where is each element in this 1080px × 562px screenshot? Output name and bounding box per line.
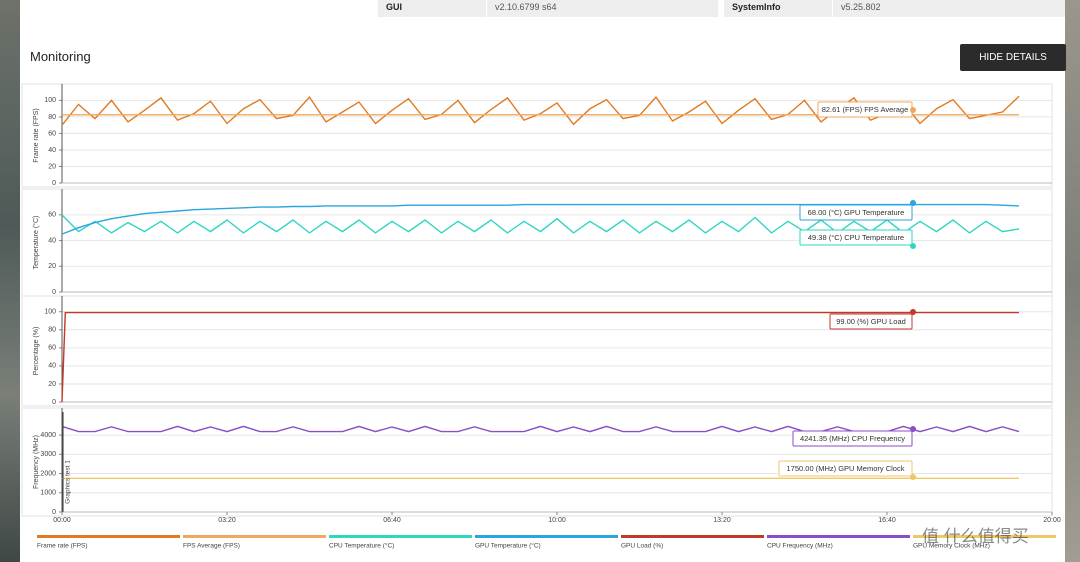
hover-dot bbox=[910, 200, 916, 206]
legend-label: CPU Frequency (MHz) bbox=[767, 543, 833, 550]
panel-frame bbox=[21, 407, 1053, 517]
test-marker-label: Graphics test 1 bbox=[65, 460, 72, 504]
annotation: 1750.00 (MHz) GPU Memory Clock bbox=[787, 464, 905, 473]
y-tick-label: 1000 bbox=[40, 490, 56, 497]
annotation: 99.00 (%) GPU Load bbox=[836, 317, 906, 326]
y-tick-label: 80 bbox=[48, 327, 56, 334]
y-axis-label: Percentage (%) bbox=[33, 327, 40, 376]
y-tick-label: 0 bbox=[52, 509, 56, 516]
y-tick-label: 20 bbox=[48, 381, 56, 388]
background-strip bbox=[1065, 0, 1080, 562]
series-line bbox=[61, 214, 1020, 234]
panel-frame bbox=[21, 295, 1053, 407]
x-tick-label: 16:40 bbox=[878, 517, 896, 524]
x-tick-label: 13:20 bbox=[713, 517, 731, 524]
legend-swatch bbox=[37, 535, 180, 538]
y-tick-label: 3000 bbox=[40, 451, 56, 458]
y-tick-label: 20 bbox=[48, 163, 56, 170]
section-title: Monitoring bbox=[30, 49, 91, 64]
y-tick-label: 40 bbox=[48, 363, 56, 370]
legend-label: FPS Average (FPS) bbox=[183, 543, 240, 550]
annotation-box bbox=[799, 204, 913, 221]
legend-swatch bbox=[329, 535, 472, 538]
annotation-box bbox=[829, 313, 913, 330]
legend-swatch bbox=[475, 535, 618, 538]
hover-dot bbox=[910, 426, 916, 432]
annotation-box bbox=[778, 460, 913, 477]
y-tick-label: 60 bbox=[48, 212, 56, 219]
annotation: 68.00 (°C) GPU Temperature bbox=[808, 208, 905, 217]
y-tick-label: 60 bbox=[48, 130, 56, 137]
hover-dot bbox=[910, 474, 916, 480]
info-value: v5.25.802 bbox=[833, 0, 1065, 17]
info-value: v2.10.6799 s64 bbox=[487, 0, 718, 17]
y-tick-label: 80 bbox=[48, 114, 56, 121]
y-axis-label: Frequency (MHz) bbox=[33, 435, 40, 489]
y-axis-label: Temperature (°C) bbox=[32, 216, 40, 270]
annotation: 82.61 (FPS) FPS Average bbox=[822, 105, 909, 114]
annotation-box bbox=[792, 430, 913, 447]
y-tick-label: 100 bbox=[44, 97, 56, 104]
hover-dot bbox=[910, 309, 916, 315]
y-tick-label: 2000 bbox=[40, 470, 56, 477]
hover-dot bbox=[910, 107, 916, 113]
x-tick-label: 20:00 bbox=[1043, 517, 1061, 524]
hide-details-button[interactable]: HIDE DETAILS bbox=[960, 44, 1066, 71]
y-tick-label: 100 bbox=[44, 309, 56, 316]
background-strip bbox=[0, 0, 20, 562]
annotation: 49.38 (°C) CPU Temperature bbox=[808, 233, 904, 242]
legend-swatch bbox=[767, 535, 910, 538]
legend-swatch bbox=[621, 535, 764, 538]
y-tick-label: 40 bbox=[48, 237, 56, 244]
legend-label: Frame rate (FPS) bbox=[37, 543, 88, 550]
y-tick-label: 0 bbox=[52, 289, 56, 296]
series-line bbox=[61, 311, 1019, 403]
annotation-box bbox=[799, 229, 913, 246]
info-key: GUI bbox=[378, 0, 486, 17]
legend-swatch bbox=[183, 535, 326, 538]
legend-label: CPU Temperature (°C) bbox=[329, 542, 394, 550]
y-axis-label: Frame rate (FPS) bbox=[33, 108, 40, 162]
y-tick-label: 20 bbox=[48, 263, 56, 270]
y-tick-label: 60 bbox=[48, 345, 56, 352]
y-tick-label: 0 bbox=[52, 399, 56, 406]
y-tick-label: 40 bbox=[48, 147, 56, 154]
x-tick-label: 10:00 bbox=[548, 517, 566, 524]
legend-label: GPU Memory Clock (MHz) bbox=[913, 543, 990, 550]
legend-label: GPU Load (%) bbox=[621, 543, 663, 550]
annotation: 4241.35 (MHz) CPU Frequency bbox=[800, 434, 905, 443]
panel-frame bbox=[21, 83, 1053, 188]
y-tick-label: 0 bbox=[52, 180, 56, 187]
legend-swatch bbox=[913, 535, 1056, 538]
x-tick-label: 06:40 bbox=[383, 517, 401, 524]
x-tick-label: 00:00 bbox=[53, 517, 71, 524]
hover-dot bbox=[910, 243, 916, 249]
x-tick-label: 03:20 bbox=[218, 517, 236, 524]
watermark: 值 什么值得买 bbox=[922, 527, 1029, 546]
info-key: SystemInfo bbox=[724, 0, 832, 17]
y-tick-label: 4000 bbox=[40, 432, 56, 439]
legend-label: GPU Temperature (°C) bbox=[475, 542, 541, 550]
